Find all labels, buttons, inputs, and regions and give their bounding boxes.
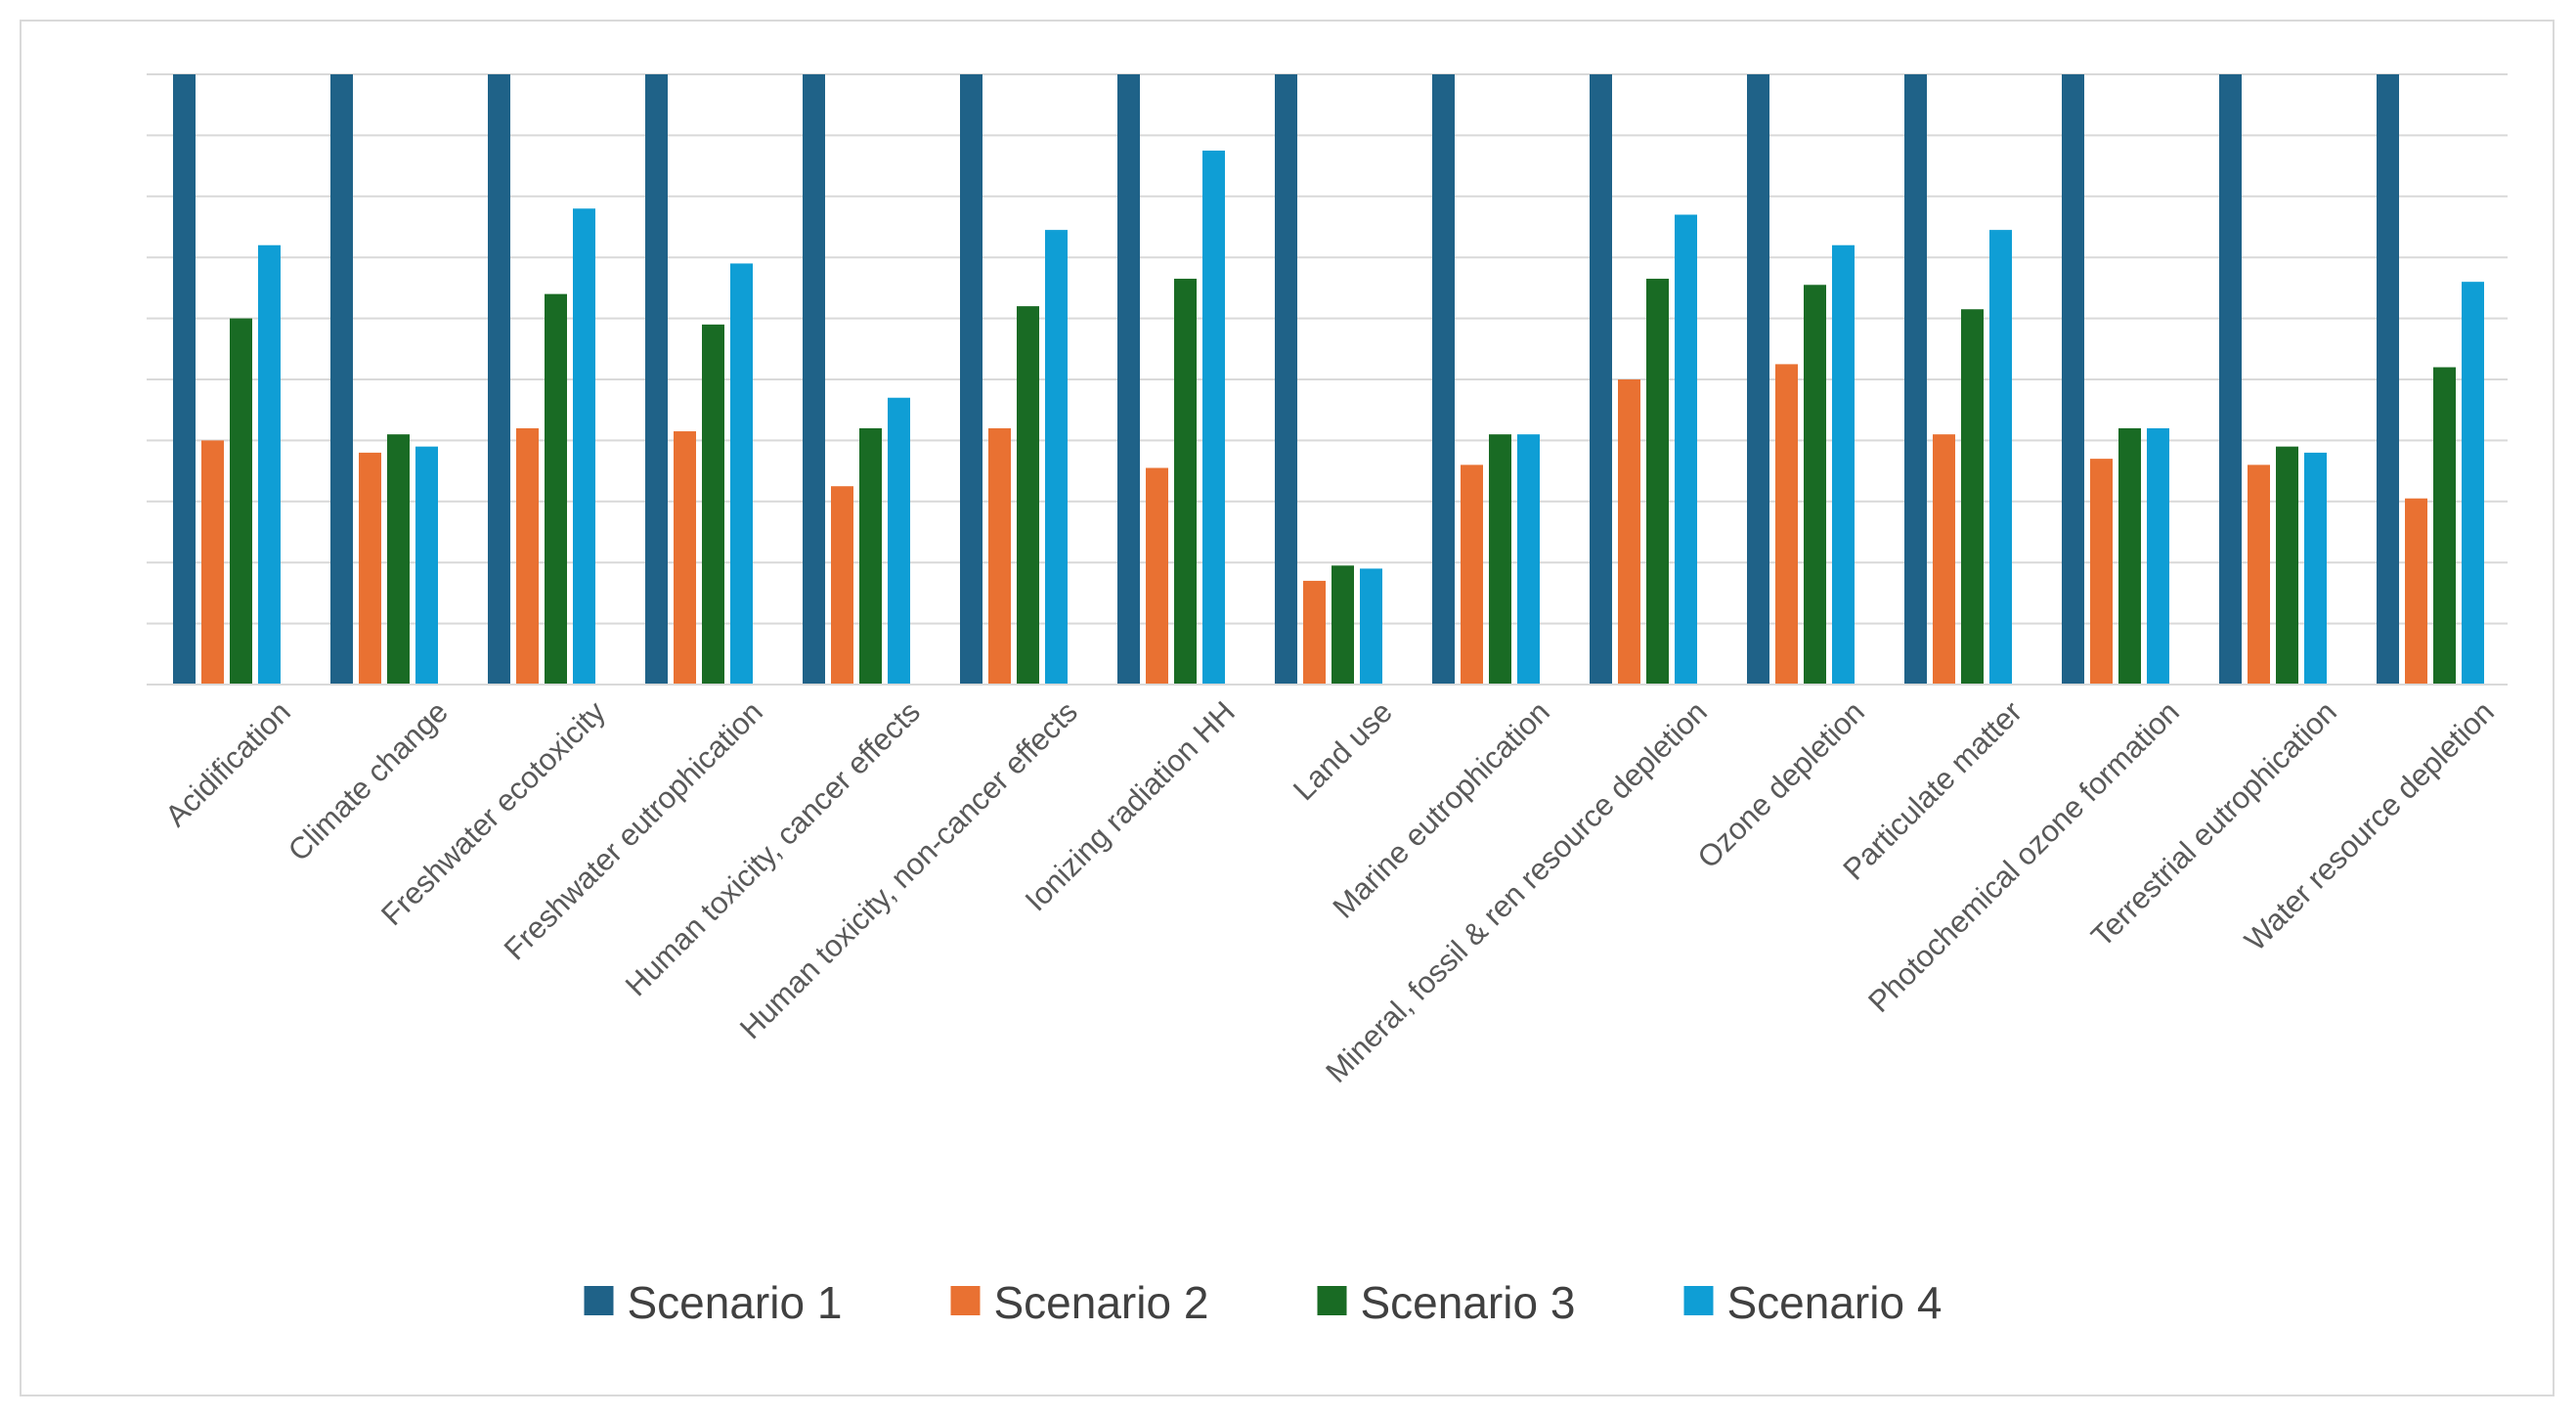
bar-scenario-3-2 <box>387 434 410 685</box>
bar-scenario-4-2 <box>415 446 438 685</box>
legend-swatch-scenario-2 <box>950 1286 981 1315</box>
bar-scenario-4-14 <box>2304 452 2327 685</box>
bar-scenario-3-13 <box>2118 427 2141 685</box>
category-label: Land use <box>1287 694 1399 807</box>
bar-scenario-3-1 <box>230 318 252 685</box>
bar-scenario-3-3 <box>545 293 567 685</box>
bar-scenario-4-8 <box>1360 568 1382 685</box>
bar-scenario-3-15 <box>2433 367 2456 685</box>
category-label: Ozone depletion <box>1691 694 1871 874</box>
bar-scenario-4-12 <box>1989 230 2012 685</box>
bar-scenario-2-4 <box>674 431 696 685</box>
bar-scenario-2-2 <box>359 452 381 685</box>
bar-scenario-4-9 <box>1517 434 1540 685</box>
bar-scenario-3-5 <box>859 427 882 685</box>
bar-scenario-1-5 <box>803 74 825 685</box>
bar-scenario-1-13 <box>2062 74 2084 685</box>
gridlines <box>147 73 2508 625</box>
bar-scenario-2-6 <box>988 427 1011 685</box>
category-label: Climate change <box>282 694 455 867</box>
legend-label: Scenario 4 <box>1727 1277 1943 1328</box>
bar-scenario-3-10 <box>1646 279 1669 685</box>
bar-scenario-3-14 <box>2276 446 2298 685</box>
bar-scenario-2-8 <box>1303 580 1326 685</box>
bar-scenario-4-7 <box>1202 151 1225 685</box>
bars <box>173 74 2484 685</box>
bar-scenario-1-10 <box>1590 74 1612 685</box>
bar-scenario-4-15 <box>2462 282 2484 685</box>
bar-scenario-1-1 <box>173 74 196 685</box>
bar-scenario-1-12 <box>1904 74 1927 685</box>
bar-scenario-3-8 <box>1332 565 1354 685</box>
bar-scenario-4-11 <box>1832 244 1855 685</box>
bar-scenario-2-7 <box>1146 467 1168 685</box>
legend: Scenario 1 Scenario 2 Scenario 3 Scenario 4 <box>584 1277 1943 1328</box>
legend-label: Scenario 3 <box>1361 1277 1576 1328</box>
bar-scenario-3-4 <box>702 324 724 685</box>
bar-scenario-1-15 <box>2377 74 2399 685</box>
bar-scenario-1-3 <box>488 74 510 685</box>
bar-scenario-2-1 <box>201 440 224 685</box>
legend-swatch-scenario-3 <box>1317 1286 1347 1315</box>
bar-scenario-2-14 <box>2248 465 2270 685</box>
bar-scenario-2-13 <box>2090 459 2113 685</box>
bar-scenario-2-11 <box>1775 364 1798 685</box>
bar-scenario-1-11 <box>1747 74 1769 685</box>
category-label: Water resource depletion <box>2238 694 2501 957</box>
bar-scenario-1-8 <box>1275 74 1297 685</box>
bar-scenario-2-12 <box>1933 434 1955 685</box>
bar-scenario-4-4 <box>730 263 753 685</box>
legend-label: Scenario 1 <box>628 1277 843 1328</box>
bar-scenario-1-9 <box>1432 74 1455 685</box>
bar-scenario-3-7 <box>1174 279 1197 685</box>
category-label: Human toxicity, non-cancer effects <box>733 694 1084 1045</box>
bar-scenario-4-1 <box>258 244 281 685</box>
bar-scenario-3-9 <box>1489 434 1511 685</box>
bar-scenario-1-2 <box>330 74 353 685</box>
bar-scenario-2-3 <box>516 427 539 685</box>
legend-label: Scenario 2 <box>994 1277 1209 1328</box>
bar-scenario-4-10 <box>1675 214 1697 685</box>
bar-scenario-4-6 <box>1045 230 1068 685</box>
legend-swatch-scenario-1 <box>584 1286 614 1315</box>
category-label: Photochemical ozone formation <box>1861 694 2186 1019</box>
bar-scenario-2-10 <box>1618 379 1640 685</box>
bar-scenario-3-11 <box>1804 285 1826 685</box>
bar-scenario-4-3 <box>573 208 595 685</box>
bar-scenario-2-15 <box>2405 498 2427 685</box>
bar-scenario-2-9 <box>1461 465 1483 685</box>
bar-scenario-1-7 <box>1117 74 1140 685</box>
bar-scenario-4-5 <box>888 397 910 685</box>
bar-scenario-1-6 <box>960 74 982 685</box>
bar-scenario-1-4 <box>645 74 668 685</box>
category-label: Freshwater eutrophication <box>498 694 769 966</box>
bar-scenario-4-13 <box>2147 427 2169 685</box>
legend-swatch-scenario-4 <box>1683 1286 1714 1315</box>
category-label: Acidification <box>158 694 297 833</box>
bar-scenario-3-12 <box>1961 309 1984 685</box>
bar-scenario-1-14 <box>2219 74 2242 685</box>
bar-scenario-2-5 <box>831 486 853 685</box>
category-label: Human toxicity, cancer effects <box>619 694 927 1002</box>
bar-scenario-3-6 <box>1017 306 1039 685</box>
